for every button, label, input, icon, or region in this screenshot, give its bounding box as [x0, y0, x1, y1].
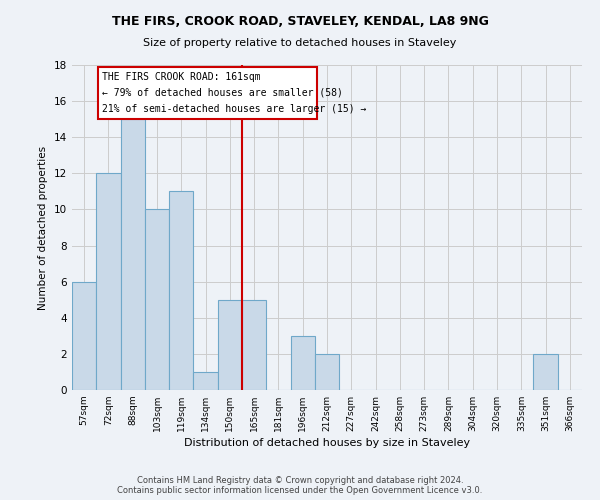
- Text: THE FIRS CROOK ROAD: 161sqm: THE FIRS CROOK ROAD: 161sqm: [103, 72, 261, 83]
- Bar: [315, 354, 339, 390]
- Bar: [72, 282, 96, 390]
- Bar: [96, 174, 121, 390]
- Bar: [169, 192, 193, 390]
- Text: Size of property relative to detached houses in Staveley: Size of property relative to detached ho…: [143, 38, 457, 48]
- FancyBboxPatch shape: [97, 67, 317, 119]
- Text: Contains HM Land Registry data © Crown copyright and database right 2024.
Contai: Contains HM Land Registry data © Crown c…: [118, 476, 482, 495]
- Bar: [242, 300, 266, 390]
- Bar: [533, 354, 558, 390]
- Bar: [121, 119, 145, 390]
- Text: THE FIRS, CROOK ROAD, STAVELEY, KENDAL, LA8 9NG: THE FIRS, CROOK ROAD, STAVELEY, KENDAL, …: [112, 15, 488, 28]
- Bar: [193, 372, 218, 390]
- Text: 21% of semi-detached houses are larger (15) →: 21% of semi-detached houses are larger (…: [103, 104, 367, 114]
- Bar: [290, 336, 315, 390]
- Bar: [145, 210, 169, 390]
- Y-axis label: Number of detached properties: Number of detached properties: [38, 146, 49, 310]
- X-axis label: Distribution of detached houses by size in Staveley: Distribution of detached houses by size …: [184, 438, 470, 448]
- Text: ← 79% of detached houses are smaller (58): ← 79% of detached houses are smaller (58…: [103, 88, 343, 98]
- Bar: [218, 300, 242, 390]
